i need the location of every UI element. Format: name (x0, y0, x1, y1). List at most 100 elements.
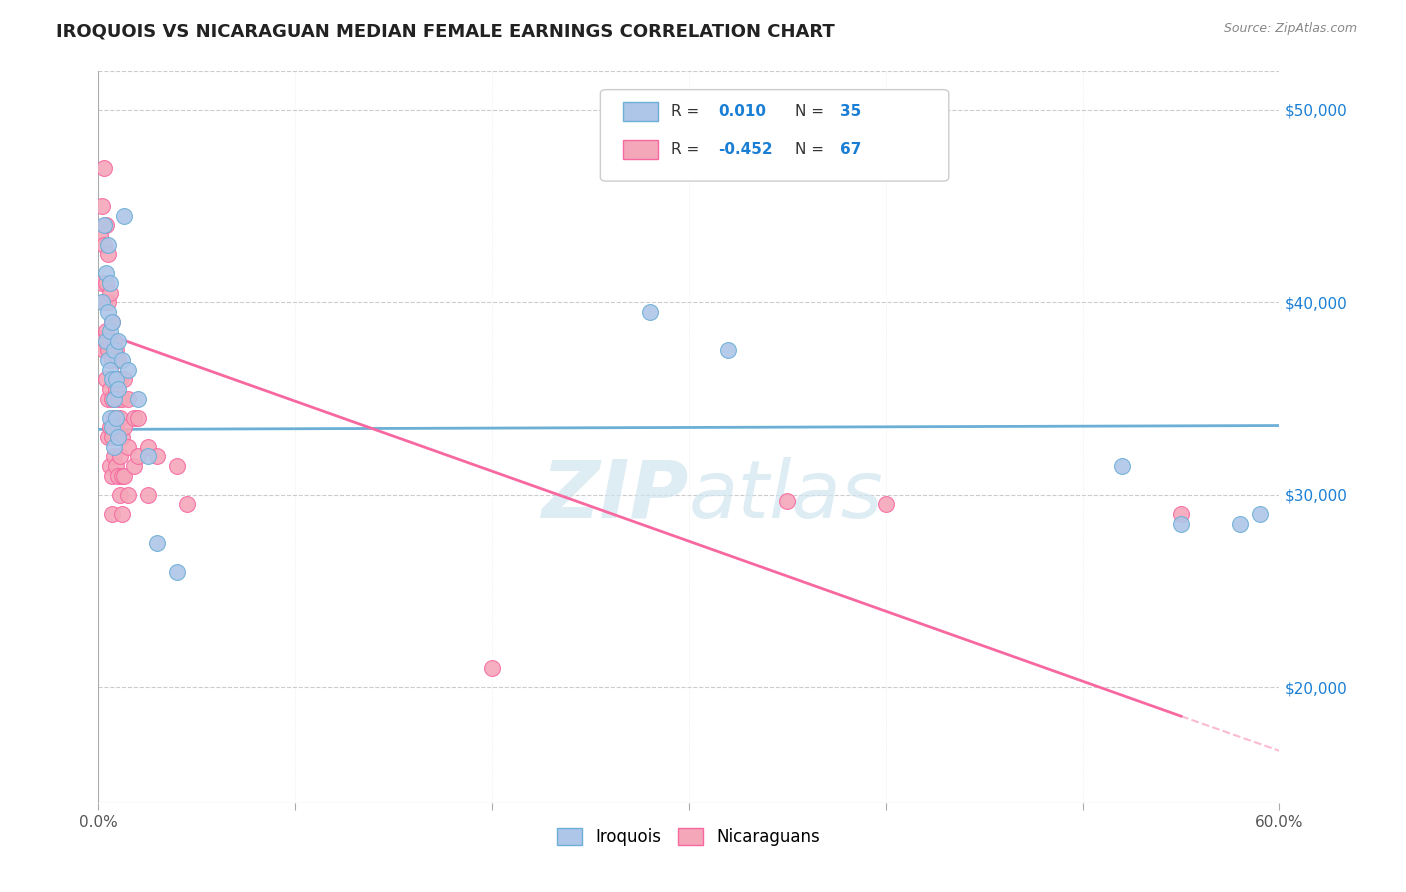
Point (176, 498, 198, 512)
Point (112, 420, 135, 434)
Point (97, 237, 120, 252)
Point (96, 219, 118, 233)
Point (97, 295, 120, 310)
Point (117, 488, 139, 502)
Point (107, 430, 129, 444)
Point (112, 468, 135, 483)
Point (875, 498, 897, 512)
Point (101, 468, 124, 483)
Point (101, 430, 124, 444)
Point (111, 353, 134, 368)
Point (166, 458, 188, 473)
Text: 0.010: 0.010 (718, 104, 766, 120)
Text: N =: N = (796, 142, 824, 157)
Point (166, 565, 188, 579)
Point (117, 440, 139, 454)
Point (93, 295, 115, 310)
Text: atlas: atlas (689, 457, 884, 534)
Point (101, 507, 124, 521)
Point (98, 420, 121, 434)
Point (717, 343, 740, 358)
Point (103, 372, 125, 386)
Point (103, 334, 125, 348)
Point (101, 392, 124, 406)
Point (91, 276, 114, 290)
Point (107, 392, 129, 406)
Point (98, 458, 121, 473)
Point (1229, 516, 1251, 531)
Point (96, 334, 118, 348)
Point (91, 199, 114, 213)
Point (127, 450, 149, 464)
Point (122, 458, 145, 473)
Point (136, 440, 159, 454)
Point (101, 353, 124, 368)
Point (112, 372, 135, 386)
Point (107, 468, 129, 483)
Point (1111, 458, 1133, 473)
Text: R =: R = (671, 142, 699, 157)
Point (103, 440, 125, 454)
Point (107, 382, 129, 396)
Point (105, 382, 128, 396)
Text: ZIP: ZIP (541, 457, 689, 534)
Point (105, 458, 128, 473)
Point (111, 430, 134, 444)
Point (1249, 507, 1271, 521)
Point (97, 353, 120, 368)
Point (107, 353, 129, 368)
Point (108, 488, 131, 502)
Point (101, 420, 124, 434)
Point (93, 161, 115, 175)
Point (776, 493, 799, 508)
Point (146, 536, 169, 550)
Point (97, 343, 120, 358)
Text: IROQUOIS VS NICARAGUAN MEDIAN FEMALE EARNINGS CORRELATION CHART: IROQUOIS VS NICARAGUAN MEDIAN FEMALE EAR… (56, 22, 835, 40)
Point (111, 392, 134, 406)
Point (101, 315, 124, 329)
Point (136, 488, 159, 502)
Point (101, 315, 124, 329)
Point (96, 276, 118, 290)
Point (93, 219, 115, 233)
Point (105, 410, 128, 425)
Point (97, 392, 120, 406)
Point (98, 382, 121, 396)
Point (101, 372, 124, 386)
Text: Source: ZipAtlas.com: Source: ZipAtlas.com (1223, 22, 1357, 36)
Bar (623, 102, 658, 121)
FancyBboxPatch shape (600, 90, 949, 181)
Point (97, 247, 120, 261)
Point (91, 334, 114, 348)
Point (112, 209, 135, 223)
Text: 67: 67 (841, 142, 862, 157)
Point (111, 507, 134, 521)
Point (96, 372, 118, 386)
Text: R =: R = (671, 104, 699, 120)
Point (127, 392, 149, 406)
Point (98, 276, 121, 290)
Point (638, 305, 661, 319)
Point (98, 334, 121, 348)
Point (89, 227, 111, 242)
Point (103, 343, 125, 358)
Point (108, 372, 131, 386)
Point (103, 410, 125, 425)
Point (97, 305, 120, 319)
Bar (623, 140, 658, 159)
Point (127, 410, 149, 425)
Point (105, 372, 128, 386)
Point (91, 295, 114, 310)
Point (105, 343, 128, 358)
Point (103, 392, 125, 406)
Point (93, 343, 115, 358)
Point (96, 324, 118, 338)
Point (105, 420, 128, 434)
Point (107, 334, 129, 348)
Point (1170, 507, 1192, 521)
Point (98, 285, 121, 300)
Point (93, 237, 115, 252)
Text: N =: N = (796, 104, 824, 120)
Point (96, 267, 118, 281)
Point (107, 430, 129, 444)
